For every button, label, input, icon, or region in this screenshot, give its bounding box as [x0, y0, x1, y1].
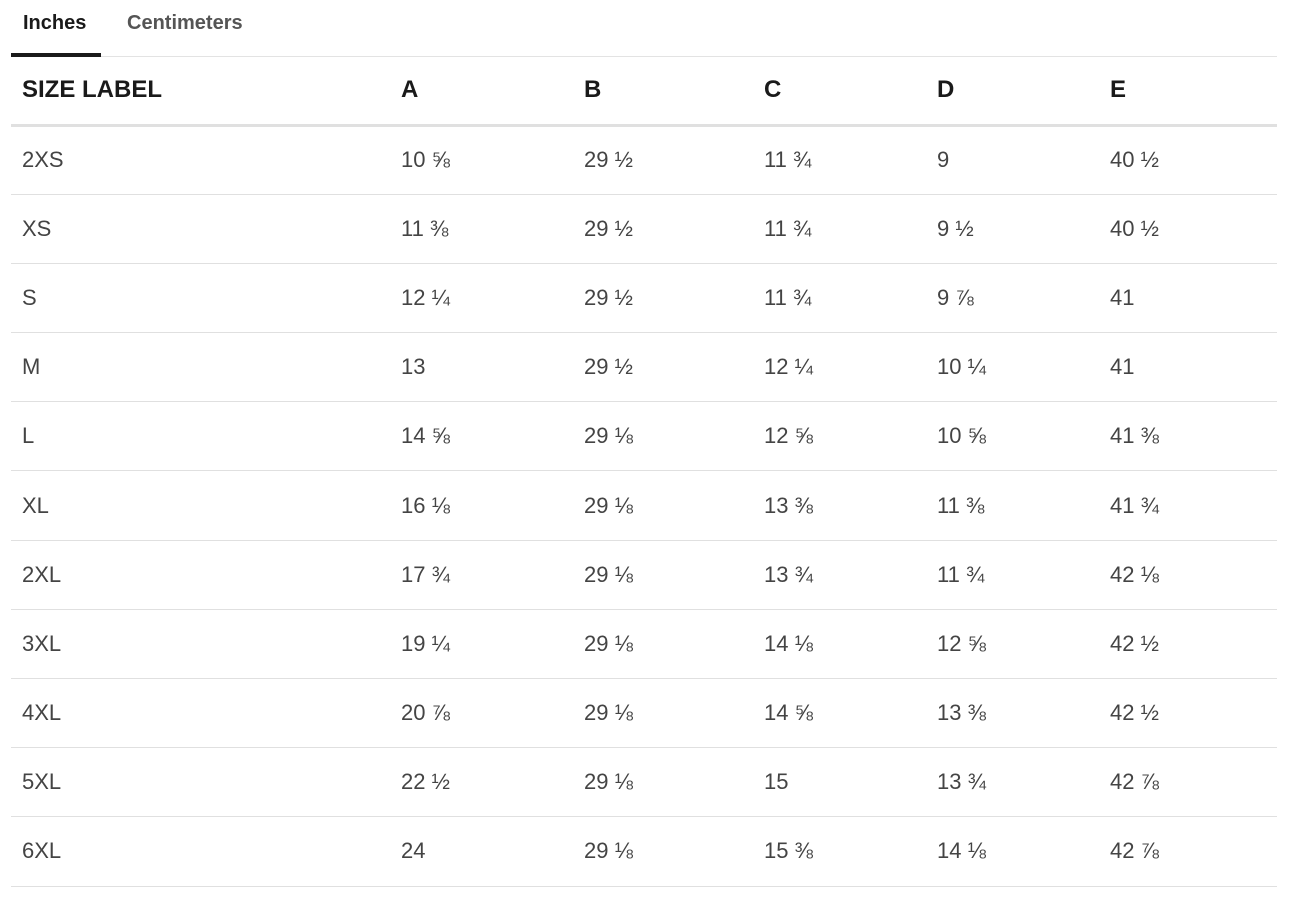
cell-b: 29 ⅛: [573, 747, 753, 818]
cell-c: 11 ¾: [753, 263, 926, 334]
cell-size: 4XL: [11, 678, 390, 749]
cell-size: 3XL: [11, 609, 390, 680]
cell-c: 11 ¾: [753, 125, 926, 195]
cell-size: 2XS: [11, 125, 390, 195]
table-row: 2XS 10 ⅝ 29 ½ 11 ¾ 9 40 ½: [11, 125, 1277, 195]
cell-b: 29 ½: [573, 194, 753, 264]
cell-e: 42 ½: [1099, 678, 1277, 749]
cell-b: 29 ⅛: [573, 540, 753, 610]
cell-c: 12 ⅝: [753, 401, 926, 472]
table-row: 3XL 19 ¼ 29 ⅛ 14 ⅛ 12 ⅝ 42 ½: [11, 609, 1277, 680]
cell-e: 42 ⅞: [1099, 747, 1277, 818]
cell-size: 2XL: [11, 540, 390, 610]
cell-c: 13 ⅜: [753, 470, 926, 541]
cell-b: 29 ⅛: [573, 470, 753, 541]
size-chart-table: SIZE LABEL A B C D E 2XS 10 ⅝ 29 ½ 11 ¾ 9 40 …: [11, 57, 1277, 887]
table-row: 5XL 22 ½ 29 ⅛ 15 13 ¾ 42 ⅞: [11, 747, 1277, 818]
cell-e: 42 ⅛: [1099, 540, 1277, 610]
table-row: 6XL 24 29 ⅛ 15 ⅜ 14 ⅛ 42 ⅞: [11, 816, 1277, 887]
cell-d: 9: [926, 125, 1099, 195]
cell-d: 12 ⅝: [926, 609, 1099, 680]
cell-e: 40 ½: [1099, 125, 1277, 195]
cell-e: 40 ½: [1099, 194, 1277, 264]
cell-e: 41: [1099, 263, 1277, 334]
cell-size: 6XL: [11, 816, 390, 887]
cell-b: 29 ⅛: [573, 609, 753, 680]
cell-a: 20 ⅞: [390, 678, 573, 749]
cell-a: 14 ⅝: [390, 401, 573, 472]
cell-a: 24: [390, 816, 573, 887]
cell-b: 29 ⅛: [573, 816, 753, 887]
unit-tabs: Inches Centimeters: [11, 0, 1277, 57]
cell-d: 13 ¾: [926, 747, 1099, 818]
cell-e: 41 ⅜: [1099, 401, 1277, 472]
cell-a: 10 ⅝: [390, 125, 573, 195]
cell-d: 10 ⅝: [926, 401, 1099, 472]
cell-a: 17 ¾: [390, 540, 573, 610]
tab-inches[interactable]: Inches: [11, 0, 101, 57]
table-row: 2XL 17 ¾ 29 ⅛ 13 ¾ 11 ¾ 42 ⅛: [11, 540, 1277, 610]
cell-e: 41 ¾: [1099, 470, 1277, 541]
table-header-row: SIZE LABEL A B C D E: [11, 57, 1277, 127]
cell-d: 9 ⅞: [926, 263, 1099, 334]
cell-c: 15 ⅜: [753, 816, 926, 887]
header-a: A: [390, 57, 573, 127]
cell-c: 15: [753, 747, 926, 818]
cell-b: 29 ⅛: [573, 401, 753, 472]
cell-c: 14 ⅛: [753, 609, 926, 680]
cell-b: 29 ½: [573, 125, 753, 195]
cell-size: S: [11, 263, 390, 334]
table-row: L 14 ⅝ 29 ⅛ 12 ⅝ 10 ⅝ 41 ⅜: [11, 401, 1277, 472]
cell-b: 29 ⅛: [573, 678, 753, 749]
cell-size: 5XL: [11, 747, 390, 818]
cell-e: 41: [1099, 332, 1277, 403]
cell-size: XS: [11, 194, 390, 264]
header-b: B: [573, 57, 753, 127]
cell-size: L: [11, 401, 390, 472]
cell-c: 13 ¾: [753, 540, 926, 610]
header-c: C: [753, 57, 926, 127]
cell-a: 19 ¼: [390, 609, 573, 680]
cell-a: 12 ¼: [390, 263, 573, 334]
cell-d: 14 ⅛: [926, 816, 1099, 887]
cell-b: 29 ½: [573, 263, 753, 334]
cell-d: 10 ¼: [926, 332, 1099, 403]
cell-d: 9 ½: [926, 194, 1099, 264]
table-row: M 13 29 ½ 12 ¼ 10 ¼ 41: [11, 332, 1277, 403]
header-e: E: [1099, 57, 1277, 127]
cell-d: 13 ⅜: [926, 678, 1099, 749]
cell-e: 42 ½: [1099, 609, 1277, 680]
cell-c: 11 ¾: [753, 194, 926, 264]
cell-c: 14 ⅝: [753, 678, 926, 749]
table-row: XL 16 ⅛ 29 ⅛ 13 ⅜ 11 ⅜ 41 ¾: [11, 470, 1277, 541]
cell-c: 12 ¼: [753, 332, 926, 403]
cell-a: 22 ½: [390, 747, 573, 818]
cell-e: 42 ⅞: [1099, 816, 1277, 887]
cell-a: 13: [390, 332, 573, 403]
cell-size: M: [11, 332, 390, 403]
cell-size: XL: [11, 470, 390, 541]
header-size-label: SIZE LABEL: [11, 57, 390, 127]
cell-a: 11 ⅜: [390, 194, 573, 264]
tab-centimeters[interactable]: Centimeters: [127, 12, 243, 34]
cell-a: 16 ⅛: [390, 470, 573, 541]
cell-d: 11 ⅜: [926, 470, 1099, 541]
cell-d: 11 ¾: [926, 540, 1099, 610]
cell-b: 29 ½: [573, 332, 753, 403]
table-row: 4XL 20 ⅞ 29 ⅛ 14 ⅝ 13 ⅜ 42 ½: [11, 678, 1277, 749]
header-d: D: [926, 57, 1099, 127]
